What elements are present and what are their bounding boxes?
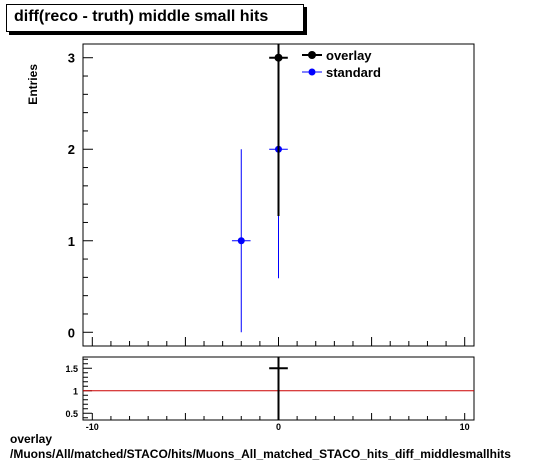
marker-standard xyxy=(237,237,245,245)
legend-label-overlay: overlay xyxy=(326,48,372,63)
ratio-x-tick-label: 0 xyxy=(276,422,281,432)
ratio-y-axis: 0.5 1 1.5 xyxy=(65,358,92,419)
y-axis-label: Entries xyxy=(26,64,40,105)
ratio-x-tick-label: 10 xyxy=(460,422,470,432)
main-plot-marks xyxy=(231,44,288,333)
footer-path: /Muons/All/matched/STACO/hits/Muons_All_… xyxy=(10,447,511,461)
marker-overlay xyxy=(274,53,283,62)
title-box: diff(reco - truth) middle small hits xyxy=(6,4,304,32)
y-tick-label: 2 xyxy=(68,142,75,157)
legend: overlay standard xyxy=(302,48,381,80)
ratio-y-tick-label: 0.5 xyxy=(65,409,78,419)
main-y-axis: 0 1 2 3 Entries xyxy=(26,51,93,340)
chart-title: diff(reco - truth) middle small hits xyxy=(14,8,269,25)
legend-marker-overlay xyxy=(308,51,316,59)
ratio-y-tick-label: 1 xyxy=(73,386,78,396)
ratio-x-tick-label: -10 xyxy=(86,422,99,432)
y-tick-label: 1 xyxy=(68,234,75,249)
ratio-point xyxy=(269,357,288,420)
legend-entry-standard: standard xyxy=(302,65,381,80)
y-tick-label: 3 xyxy=(68,51,75,66)
y-tick-label: 0 xyxy=(68,325,75,340)
legend-marker-standard xyxy=(308,68,316,76)
footer-label: overlay xyxy=(10,432,53,446)
ratio-x-axis: -10 0 10 xyxy=(86,413,470,432)
legend-label-standard: standard xyxy=(326,65,381,80)
point-standard xyxy=(231,149,251,333)
ratio-plot-marks xyxy=(83,357,474,420)
main-x-axis xyxy=(91,337,466,346)
point-overlay xyxy=(269,44,288,217)
ratio-y-tick-label: 1.5 xyxy=(65,364,78,374)
legend-entry-overlay: overlay xyxy=(302,48,372,63)
